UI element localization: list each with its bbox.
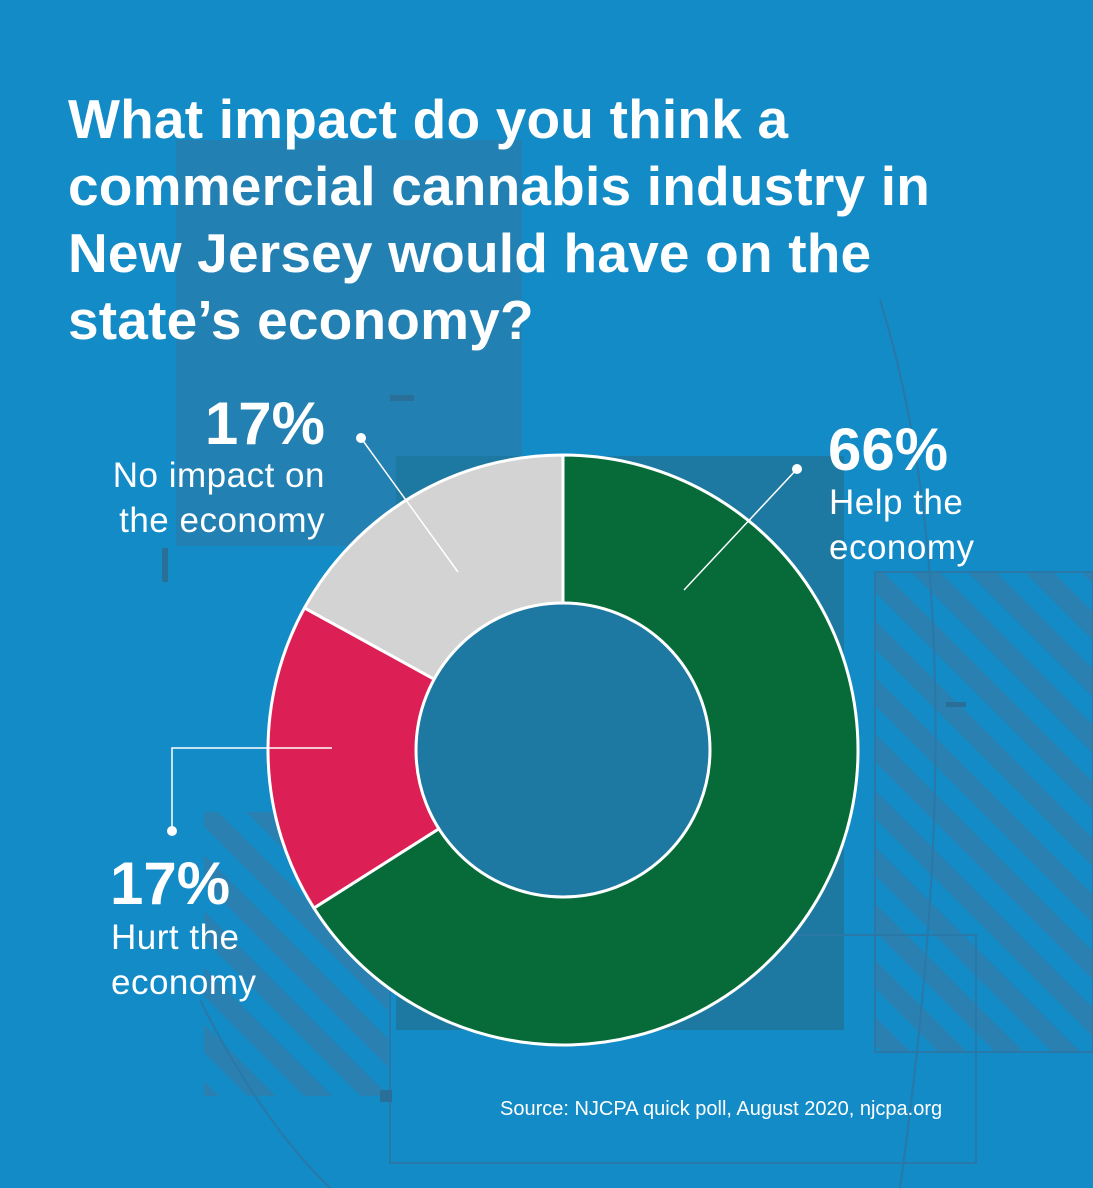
leader-line-none — [360, 437, 459, 573]
bg-hatch-right — [875, 572, 1093, 1052]
leader-dot-hurt — [167, 826, 177, 836]
leader-line-help — [683, 468, 798, 591]
chart-title: What impact do you think a commercial ca… — [68, 88, 931, 351]
bg-dash-3 — [946, 702, 966, 707]
bg-frame-right — [874, 571, 1093, 1053]
pct-label-hurt: 17% — [110, 850, 231, 917]
slice-label-hurt: Hurt the economy — [111, 918, 257, 1002]
source-note: Source: NJCPA quick poll, August 2020, n… — [500, 1098, 943, 1120]
pct-label-none: 17% — [204, 390, 325, 457]
slice-label-none: No impact on the economy — [112, 456, 325, 540]
bg-arc-lower — [199, 999, 331, 1188]
bg-dash-1 — [390, 395, 414, 401]
leader-line-hurt — [171, 747, 332, 831]
bg-dash-2 — [162, 548, 168, 582]
bg-arc — [879, 299, 937, 1188]
leader-dot-none — [356, 433, 366, 443]
slice-label-help: Help the economy — [829, 483, 975, 567]
donut-center — [414, 601, 712, 899]
bg-dash-4 — [380, 1090, 392, 1102]
pct-label-help: 66% — [828, 416, 949, 483]
leader-dot-help — [792, 464, 802, 474]
